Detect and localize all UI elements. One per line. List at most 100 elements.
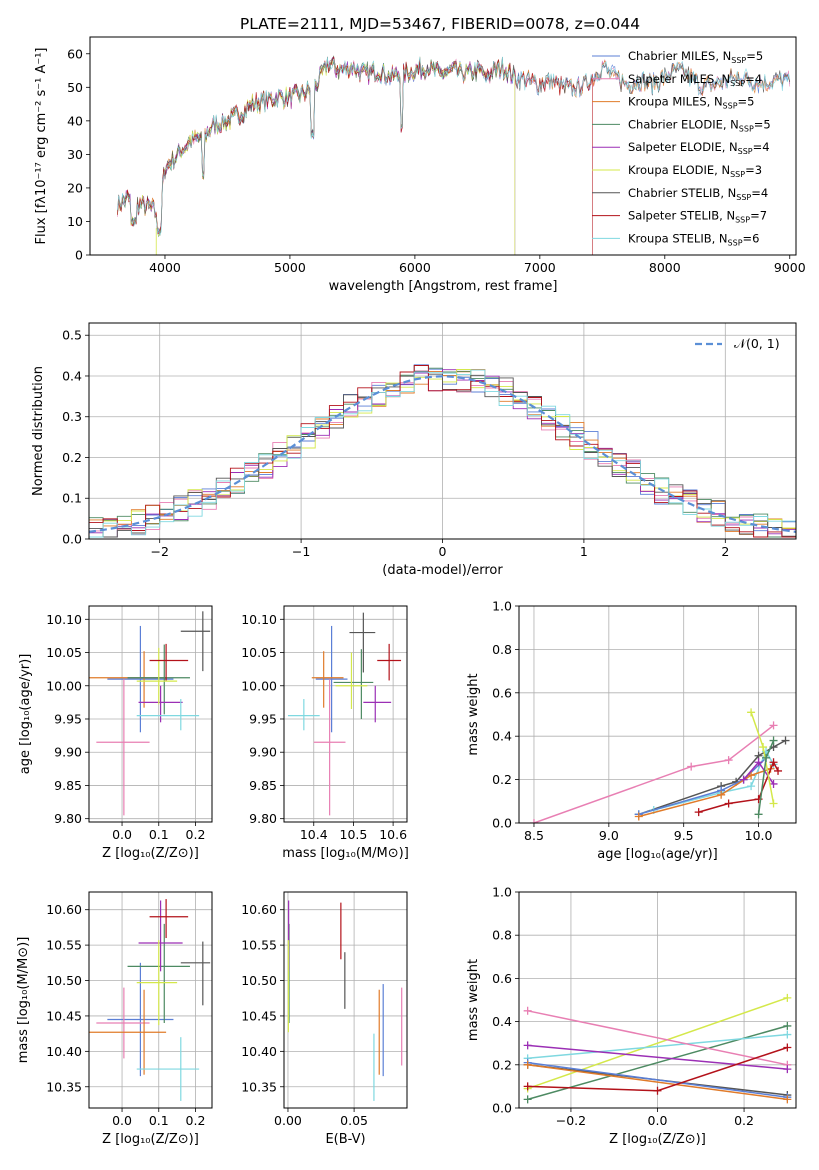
- legend-entry-kroupa_elodie: Kroupa ELODIE, NSSP=3: [628, 163, 762, 179]
- weight-line-salpeter_miles: [533, 724, 774, 823]
- y-tick-label: 10.50: [46, 973, 82, 988]
- weight-marker-salpeter_stelib: [523, 1082, 532, 1091]
- y-tick-label: 10.10: [46, 612, 82, 627]
- x-tick-label: 0.0: [112, 827, 132, 842]
- residuals-plot-area: [89, 364, 796, 538]
- y-tick-label: 10.00: [241, 678, 277, 693]
- axes-frame: [88, 605, 213, 823]
- x-axis-label: mass [log₁₀(M/M⊙)]: [282, 846, 409, 861]
- normal-curve: [89, 375, 796, 533]
- y-axis-label: mass weight: [466, 673, 481, 755]
- y-tick-label: 10.60: [241, 902, 277, 917]
- weight-marker-chabrier_elodie: [783, 1021, 792, 1030]
- legend-entry-normal: 𝒩(0, 1): [734, 336, 780, 351]
- weight-marker-kroupa_stelib: [747, 782, 756, 791]
- axes-frame: [283, 605, 408, 823]
- y-tick-label: 10.50: [241, 973, 277, 988]
- weight-marker-salpeter_stelib: [694, 808, 703, 817]
- legend-entry-salpeter_miles: Salpeter MILES, NSSP=4: [628, 72, 762, 88]
- y-tick-label: 9.85: [54, 778, 82, 793]
- histogram-kroupa_stelib: [89, 369, 796, 538]
- y-tick-label: 10.10: [241, 612, 277, 627]
- x-tick-label: 10.6: [379, 827, 407, 842]
- x-tick-label: −1: [292, 544, 310, 559]
- y-tick-label: 9.80: [54, 811, 82, 826]
- spectrum-line-salpeter_elodie: [117, 57, 516, 255]
- x-tick-label: 0.0: [648, 1113, 668, 1128]
- weight-line-kroupa_elodie: [527, 997, 788, 1090]
- age_vs_Z-axes: 0.0 0.1 0.2 9.80 9.85 9.90 9.95 10.00 10.05 10.10…: [18, 605, 213, 861]
- weight-marker-kroupa_miles: [634, 812, 643, 821]
- figure-title: PLATE=2111, MJD=53467, FIBERID=0078, z=0…: [240, 15, 640, 33]
- y-tick-label: 9.90: [249, 745, 277, 760]
- x-tick-label: 1: [580, 544, 588, 559]
- weight-line-salpeter_elodie: [527, 1044, 788, 1070]
- y-tick-label: 0.3: [62, 409, 82, 424]
- x-tick-label: 6000: [399, 260, 431, 275]
- weight-line-kroupa_miles: [527, 1064, 788, 1101]
- x-tick-label: 0.00: [274, 1113, 302, 1128]
- y-tick-label: 10.40: [241, 1044, 277, 1059]
- weight-marker-salpeter_miles: [769, 721, 778, 730]
- weight_vs_age-axes: 8.5 9.0 9.5 10.0 0.0 0.2 0.4 0.6 0.8 1.0 age [log₁…: [466, 599, 797, 862]
- plot-layer: 4000 5000 6000 7000 8000 90000102030405060wav…: [16, 36, 806, 1147]
- y-tick-label: 0.6: [492, 971, 512, 986]
- histogram-chabrier_stelib: [89, 370, 796, 538]
- weight-marker-kroupa_miles: [783, 1095, 792, 1104]
- x-tick-label: 0.05: [340, 1113, 368, 1128]
- x-axis-label: Z [log₁₀(Z/Z⊙)]: [102, 846, 199, 861]
- y-tick-label: 1.0: [492, 599, 512, 614]
- legend-entry-kroupa_stelib: Kroupa STELIB, NSSP=6: [628, 231, 759, 247]
- y-tick-label: 10.05: [46, 645, 82, 660]
- x-tick-label: 5000: [274, 260, 306, 275]
- weight-marker-salpeter_miles: [529, 819, 538, 823]
- weight-marker-salpeter_stelib: [774, 766, 783, 775]
- weight_vs_Z-plot-area: [523, 993, 792, 1104]
- weight-marker-kroupa_miles: [747, 771, 756, 780]
- y-tick-label: 20: [67, 180, 83, 195]
- weight-marker-salpeter_elodie: [523, 1041, 532, 1050]
- y-tick-label: 30: [67, 147, 83, 162]
- x-tick-label: 9.0: [599, 828, 619, 843]
- age_vs_mass-axes: 10.4 10.5 10.6 9.80 9.85 9.90 9.95 10.00 10.05 10…: [241, 605, 409, 861]
- weight-marker-kroupa_elodie: [759, 743, 768, 752]
- x-axis-label: age [log₁₀(age/yr)]: [597, 847, 718, 862]
- spectrum-line-salpeter_stelib: [117, 56, 593, 255]
- y-tick-label: 0.0: [492, 816, 512, 831]
- y-tick-label: 10: [67, 214, 83, 229]
- x-tick-label: 0.1: [149, 1113, 169, 1128]
- y-tick-label: 0.4: [62, 368, 82, 383]
- spectrum-plot-area: [117, 55, 791, 255]
- legend-entry-chabrier_stelib: Chabrier STELIB, NSSP=4: [628, 186, 768, 202]
- y-tick-label: 10.55: [241, 938, 277, 953]
- y-tick-label: 10.00: [46, 678, 82, 693]
- y-tick-label: 0.5: [62, 328, 82, 343]
- y-tick-label: 0.8: [492, 642, 512, 657]
- y-tick-label: 9.95: [54, 711, 82, 726]
- x-axis-label: E(B-V): [325, 1132, 365, 1147]
- y-tick-label: 0.2: [492, 1057, 512, 1072]
- y-tick-label: 9.85: [249, 778, 277, 793]
- axes-frame: [283, 891, 408, 1109]
- legend-entry-salpeter_elodie: Salpeter ELODIE, NSSP=4: [628, 140, 770, 156]
- weight-marker-salpeter_stelib: [783, 1043, 792, 1052]
- legend-entry-kroupa_miles: Kroupa MILES, NSSP=5: [628, 95, 754, 111]
- y-tick-label: 0.6: [492, 685, 512, 700]
- legend-entry-chabrier_elodie: Chabrier ELODIE, NSSP=5: [628, 117, 771, 133]
- x-axis-label: Z [log₁₀(Z/Z⊙)]: [102, 1132, 199, 1147]
- weight-line-salpeter_miles: [527, 1010, 788, 1066]
- y-tick-label: 0.8: [492, 928, 512, 943]
- weight-marker-salpeter_miles: [523, 1006, 532, 1015]
- y-tick-label: 10.55: [46, 938, 82, 953]
- mass_vs_Z-plot-area: [89, 899, 211, 1101]
- y-tick-label: 10.35: [46, 1079, 82, 1094]
- y-tick-label: 10.35: [241, 1079, 277, 1094]
- x-tick-label: 0.2: [734, 1113, 754, 1128]
- weight-marker-salpeter_stelib: [653, 1086, 662, 1095]
- weight-marker-salpeter_miles: [724, 756, 733, 765]
- x-tick-label: 10.4: [300, 827, 328, 842]
- x-axis-label: (data-model)/error: [382, 563, 503, 578]
- spectrum-axes: 4000 5000 6000 7000 8000 9000 0 10 20 30 40 50 60 wav…: [34, 36, 806, 294]
- axes-frame: [88, 891, 213, 1109]
- x-tick-label: 2: [721, 544, 729, 559]
